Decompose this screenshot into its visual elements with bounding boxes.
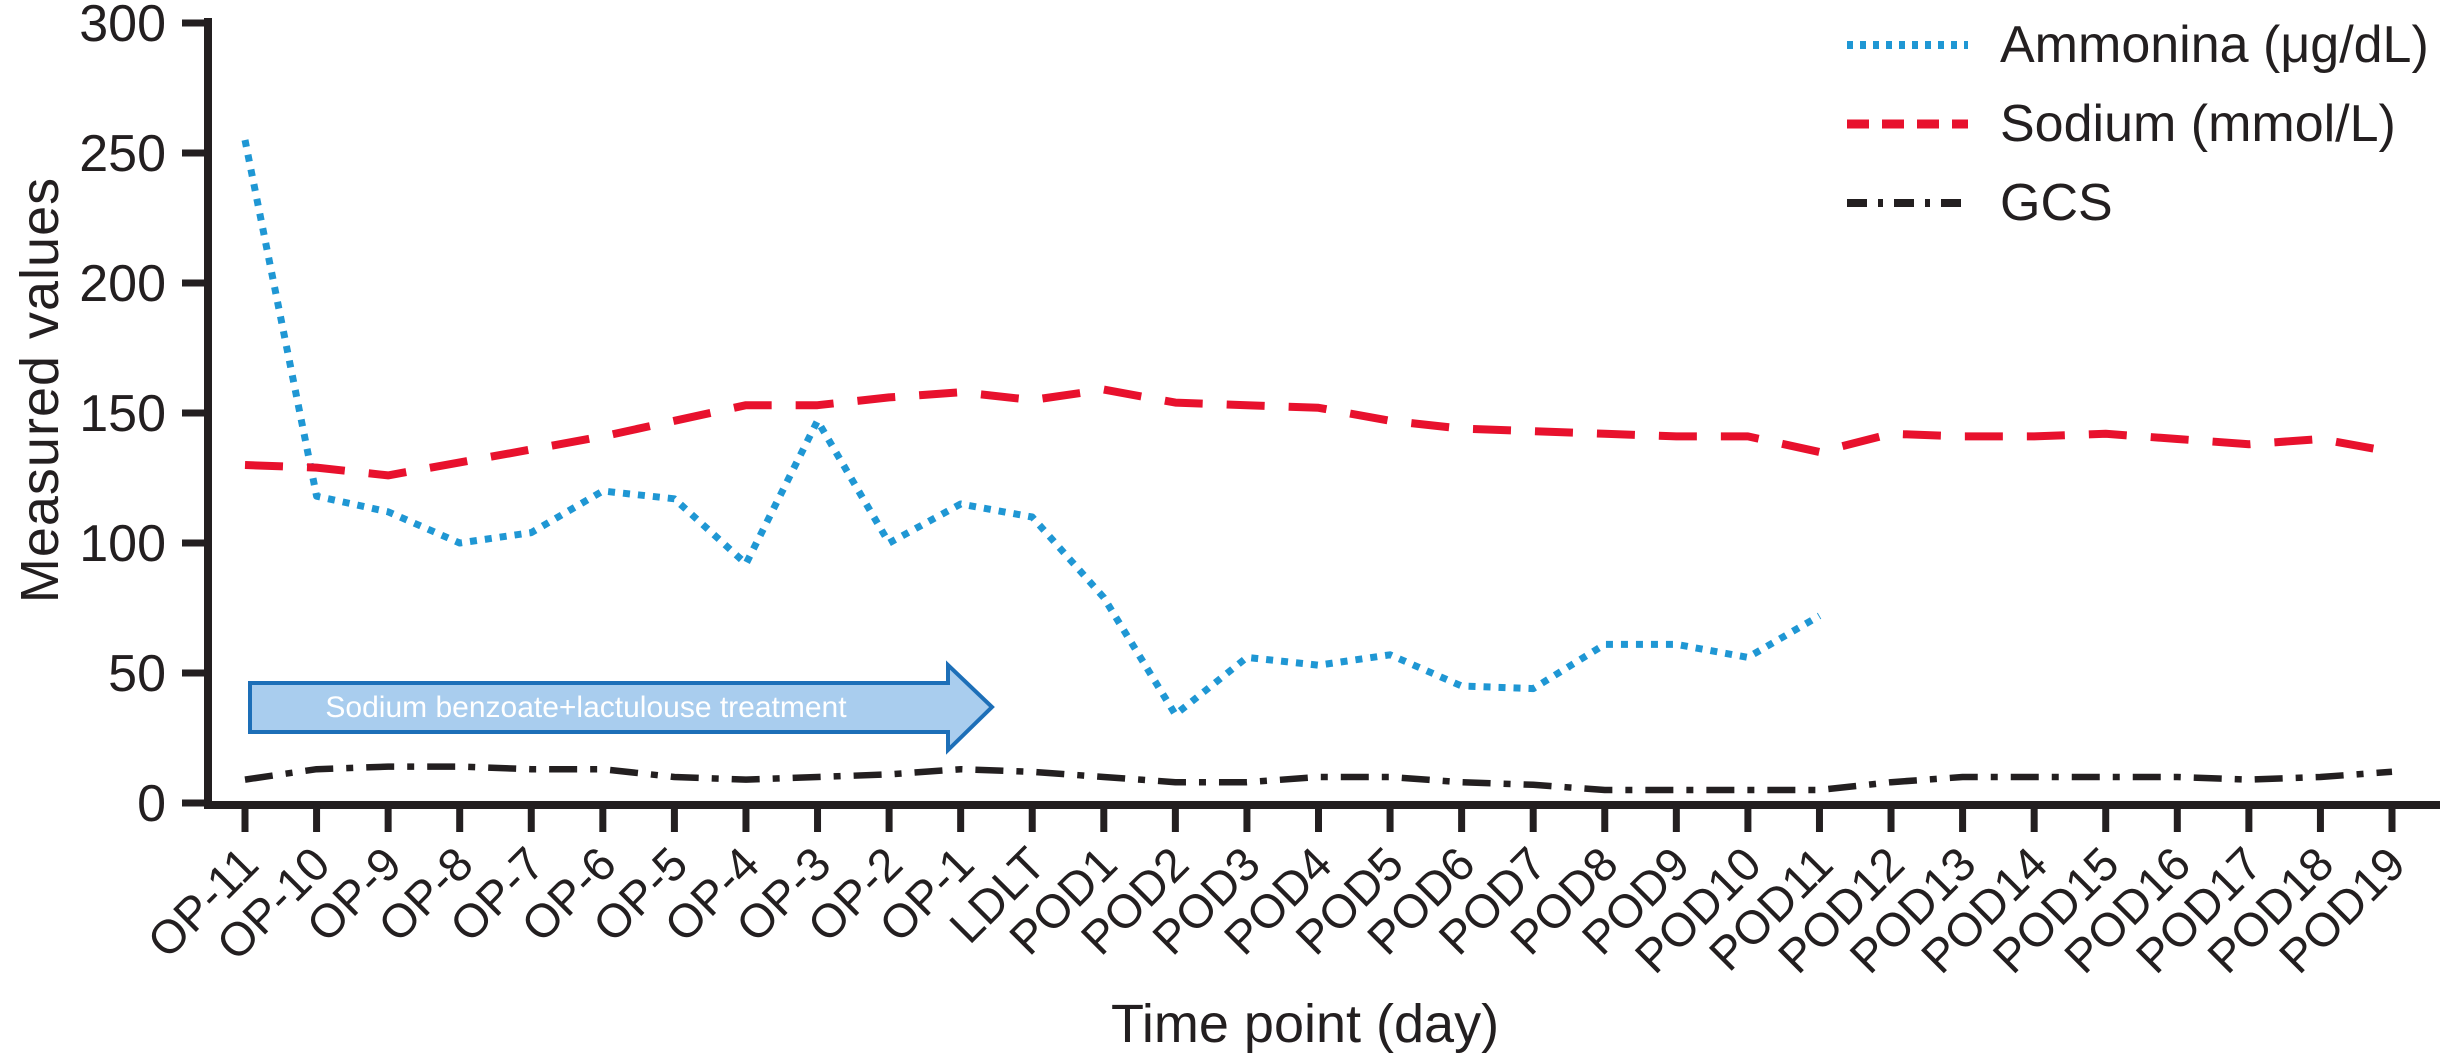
y-tick-label: 150 [79, 385, 166, 443]
treatment-arrow-label: Sodium benzoate+lactulouse treatment [325, 691, 847, 724]
y-tick-label: 300 [79, 0, 166, 53]
treatment-arrow [248, 660, 995, 755]
y-tick-label: 250 [79, 125, 166, 183]
sodium-line [244, 385, 2393, 480]
legend: Ammonina (μg/dL) Sodium (mmol/L) GCS [1845, 16, 2429, 253]
y-tick-label: 200 [79, 255, 166, 313]
ammonina-line [241, 139, 1822, 719]
legend-label-ammonina: Ammonina (μg/dL) [2000, 16, 2429, 74]
legend-item-gcs: GCS [1845, 174, 2429, 232]
gcs-line-swatch [1847, 199, 1968, 207]
sodium-line-swatch [1847, 119, 1968, 129]
x-axis-title: Time point (day) [1110, 994, 1500, 1054]
y-tick-label: 50 [108, 645, 166, 703]
legend-item-sodium: Sodium (mmol/L) [1845, 95, 2429, 153]
gcs-line [244, 763, 2393, 794]
legend-item-ammonina: Ammonina (μg/dL) [1845, 16, 2429, 74]
y-tick-label: 100 [79, 515, 166, 573]
y-tick-label: 0 [137, 775, 166, 833]
legend-label-sodium: Sodium (mmol/L) [2000, 95, 2396, 153]
legend-label-gcs: GCS [2000, 174, 2113, 232]
y-axis-title: Measured values [10, 176, 70, 604]
ammonina-line-swatch [1847, 41, 1968, 49]
